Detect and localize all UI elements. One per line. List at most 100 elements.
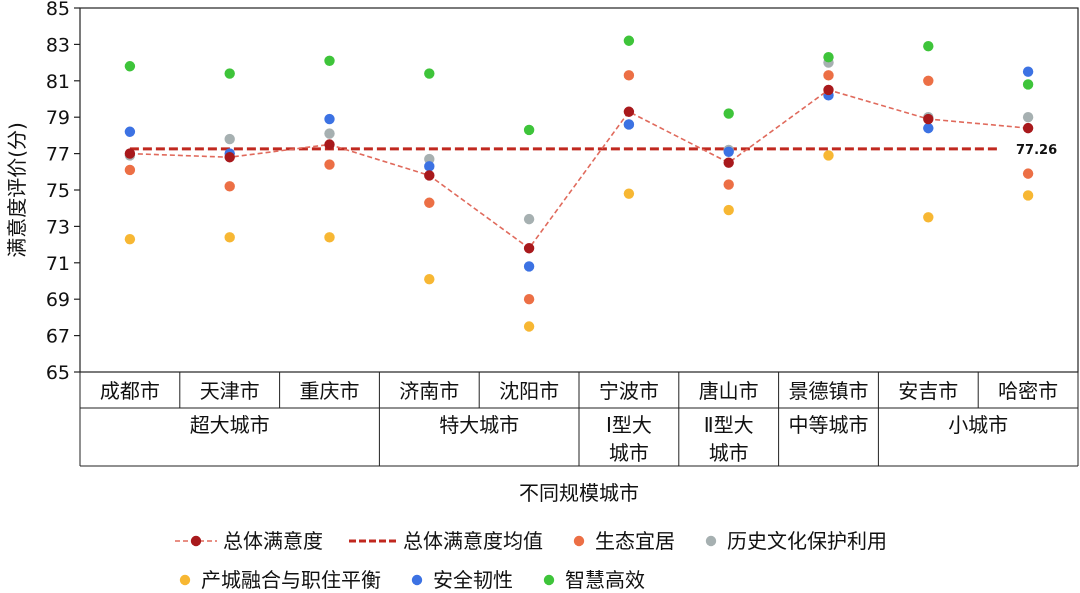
y-tick-label: 67 xyxy=(46,326,70,348)
y-tick-label: 73 xyxy=(46,216,70,238)
point xyxy=(523,213,535,225)
y-tick-label: 69 xyxy=(46,289,70,311)
point xyxy=(1022,112,1034,123)
legend-swatch-dot xyxy=(179,574,191,586)
point xyxy=(1022,122,1034,134)
point xyxy=(923,41,934,52)
x-tick-label: 景德镇市 xyxy=(789,379,869,403)
point xyxy=(523,124,535,136)
point xyxy=(1022,66,1034,77)
point xyxy=(324,159,335,170)
point xyxy=(523,294,535,305)
point xyxy=(823,84,834,96)
point xyxy=(124,233,136,245)
y-axis: 65 67 69 71 73 75 77 79 81 83 85 xyxy=(46,0,80,384)
point xyxy=(823,150,834,161)
group-label: Ⅰ型大 xyxy=(606,413,652,437)
y-tick-label: 81 xyxy=(46,71,70,93)
series-line xyxy=(129,89,1029,250)
point xyxy=(723,146,734,157)
x-tick-label: 天津市 xyxy=(200,379,260,403)
legend-swatch-dot xyxy=(705,535,717,547)
point xyxy=(723,157,734,168)
group-label: 特大城市 xyxy=(439,413,519,437)
group-label: 小城市 xyxy=(948,413,1008,437)
point xyxy=(1022,168,1034,179)
point xyxy=(523,243,535,254)
legend-label: 安全韧性 xyxy=(433,568,513,592)
point xyxy=(623,70,635,81)
point xyxy=(723,179,734,190)
point xyxy=(623,188,635,199)
point xyxy=(723,108,734,119)
point xyxy=(324,55,335,66)
point xyxy=(923,122,934,134)
series-历史文化保护利用 xyxy=(124,57,1034,225)
y-tick-label: 79 xyxy=(46,107,70,129)
legend-item: 总体满意度 xyxy=(175,529,323,553)
legend-label: 生态宜居 xyxy=(595,529,675,553)
point xyxy=(823,70,834,81)
point xyxy=(224,232,235,243)
point xyxy=(424,68,435,79)
legend-item: 总体满意度均值 xyxy=(349,529,543,553)
point xyxy=(324,232,335,243)
series-layer: 77.26 xyxy=(124,35,1057,332)
x-tick-label: 沈阳市 xyxy=(499,379,559,403)
legend-swatch-dot xyxy=(411,574,423,586)
point xyxy=(224,133,235,145)
point xyxy=(823,51,834,63)
point xyxy=(324,139,335,150)
series-智慧高效 xyxy=(124,35,1034,136)
point xyxy=(424,161,435,172)
x-tick-label: 成都市 xyxy=(100,379,160,403)
series-安全韧性 xyxy=(124,66,1034,272)
point xyxy=(623,119,635,130)
legend-label: 智慧高效 xyxy=(565,568,645,592)
group-label: 城市 xyxy=(709,441,749,465)
point xyxy=(224,68,235,79)
point xyxy=(923,212,934,223)
point xyxy=(124,164,136,176)
legend-label: 历史文化保护利用 xyxy=(727,529,887,553)
series-生态宜居 xyxy=(124,70,1034,305)
point xyxy=(224,152,235,163)
point xyxy=(124,148,136,159)
y-axis-label: 满意度评价(分) xyxy=(5,122,29,258)
x-tick-label: 安吉市 xyxy=(898,379,958,403)
point xyxy=(224,181,235,192)
point xyxy=(523,261,535,272)
point xyxy=(324,113,335,125)
point xyxy=(1022,79,1034,90)
legend-item: 历史文化保护利用 xyxy=(705,529,887,553)
point xyxy=(424,197,435,208)
point xyxy=(424,170,435,181)
legend-swatch-dot xyxy=(543,574,555,586)
x-tick-label: 济南市 xyxy=(399,379,459,403)
group-label: Ⅱ型大 xyxy=(704,413,754,437)
y-tick-label: 77 xyxy=(46,144,70,166)
point xyxy=(124,61,136,72)
point xyxy=(923,113,934,125)
y-tick-label: 85 xyxy=(46,0,70,20)
point xyxy=(723,204,734,216)
legend-item: 安全韧性 xyxy=(411,568,513,592)
x-tick-label: 唐山市 xyxy=(699,379,759,403)
y-tick-label: 83 xyxy=(46,34,70,56)
point xyxy=(424,273,435,285)
legend-label: 总体满意度 xyxy=(223,529,323,553)
mean-value-label: 77.26 xyxy=(1016,143,1057,158)
point xyxy=(124,126,136,137)
group-label: 中等城市 xyxy=(789,413,869,437)
point xyxy=(424,153,435,165)
legend-item: 产城融合与职住平衡 xyxy=(179,568,381,592)
x-axis-label: 不同规模城市 xyxy=(519,481,639,505)
x-tick-label: 哈密市 xyxy=(998,379,1058,403)
series-产城融合与职住平衡 xyxy=(124,150,1034,332)
y-tick-label: 71 xyxy=(46,253,70,275)
y-tick-label: 65 xyxy=(46,362,70,384)
x-tick-label: 宁波市 xyxy=(599,379,659,403)
